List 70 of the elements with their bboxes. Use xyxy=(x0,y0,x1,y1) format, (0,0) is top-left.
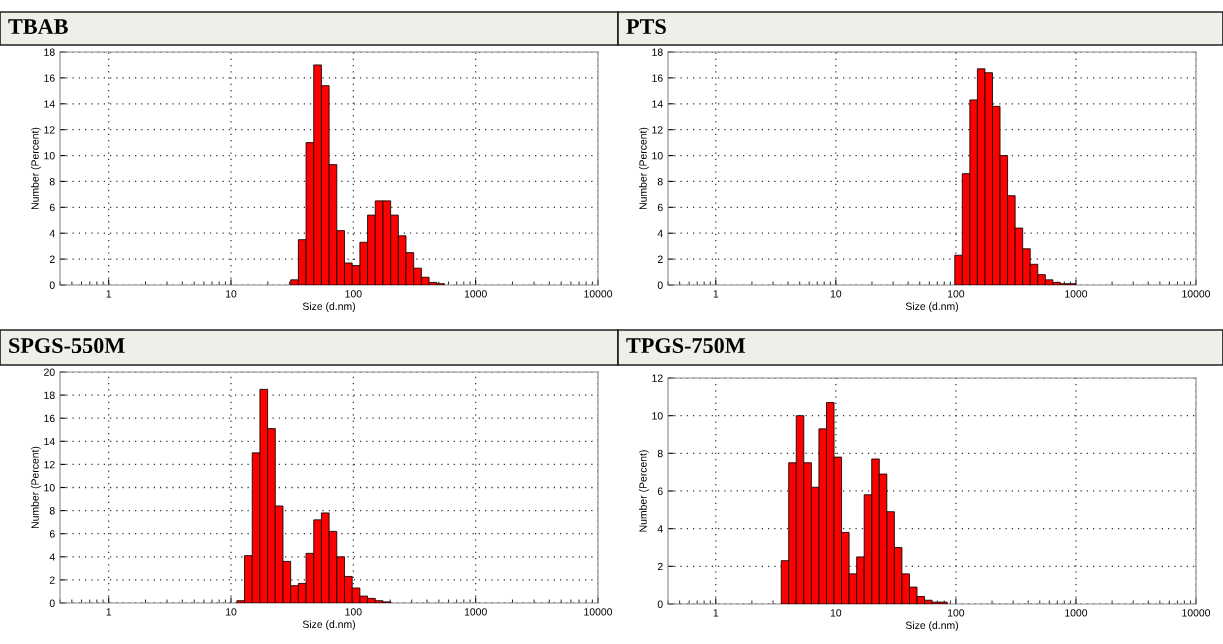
x-tick-label: 1 xyxy=(106,290,112,298)
y-tick-label: 6 xyxy=(657,487,663,495)
x-axis-title: Size (d.nm) xyxy=(905,302,958,313)
y-tick-label: 18 xyxy=(652,48,663,56)
x-tick-label: 10000 xyxy=(584,290,613,298)
y-axis-title: Number (Percent) xyxy=(639,127,649,210)
chart-title: PTS xyxy=(626,19,666,35)
y-tick-label: 0 xyxy=(49,599,55,607)
chart-title: TPGS-750M xyxy=(626,338,746,354)
x-tick-label: 10 xyxy=(830,290,842,298)
x-tick-label: 1000 xyxy=(1065,290,1088,298)
y-tick-label: 8 xyxy=(657,449,663,458)
y-tick-label: 10 xyxy=(652,152,663,160)
y-tick-label: 6 xyxy=(49,530,55,538)
y-axis-title: Number (Percent) xyxy=(31,127,41,210)
x-tick-label: 100 xyxy=(345,608,362,616)
y-tick-label: 4 xyxy=(49,229,55,237)
x-tick-label: 10 xyxy=(226,608,237,616)
y-tick-label: 10 xyxy=(44,152,55,160)
y-tick-label: 0 xyxy=(49,281,55,289)
x-axis-title: Size (d.nm) xyxy=(905,621,958,632)
y-tick-label: 0 xyxy=(657,600,663,608)
y-tick-label: 2 xyxy=(657,562,663,571)
y-tick-label: 14 xyxy=(44,100,55,108)
y-tick-label: 8 xyxy=(49,507,55,515)
y-tick-label: 12 xyxy=(44,460,55,469)
y-tick-label: 18 xyxy=(44,48,55,56)
y-tick-label: 14 xyxy=(652,100,663,108)
x-tick-label: 10000 xyxy=(1182,290,1211,298)
y-tick-label: 16 xyxy=(44,414,55,423)
chart-title: TBAB xyxy=(8,19,68,34)
y-tick-label: 6 xyxy=(657,203,663,212)
y-tick-label: 16 xyxy=(652,74,663,82)
x-axis-title: Size (d.nm) xyxy=(302,620,355,631)
x-tick-label: 10 xyxy=(830,609,842,617)
x-tick-label: 1000 xyxy=(464,290,487,298)
y-tick-label: 10 xyxy=(44,484,55,492)
y-tick-label: 14 xyxy=(44,437,55,446)
x-tick-label: 1 xyxy=(106,608,112,616)
x-tick-label: 100 xyxy=(947,290,965,298)
y-tick-label: 12 xyxy=(652,374,663,382)
y-tick-label: 18 xyxy=(44,391,55,399)
y-tick-label: 8 xyxy=(657,177,663,186)
y-tick-label: 20 xyxy=(44,368,55,376)
y-tick-label: 4 xyxy=(657,525,663,533)
x-tick-label: 10000 xyxy=(584,608,613,616)
x-tick-label: 1 xyxy=(713,609,719,617)
y-tick-label: 12 xyxy=(652,126,663,134)
x-tick-label: 1000 xyxy=(464,608,487,616)
x-tick-label: 1000 xyxy=(1065,609,1088,617)
x-tick-label: 100 xyxy=(345,290,362,298)
y-tick-label: 8 xyxy=(49,177,55,186)
y-tick-label: 16 xyxy=(44,74,55,82)
y-tick-label: 4 xyxy=(49,553,55,561)
x-tick-label: 1 xyxy=(713,290,719,298)
x-axis-title: Size (d.nm) xyxy=(302,302,355,313)
y-tick-label: 10 xyxy=(652,412,663,420)
y-tick-label: 6 xyxy=(49,203,55,212)
y-tick-label: 2 xyxy=(657,255,663,263)
y-axis-title: Number (Percent) xyxy=(639,450,649,532)
y-tick-label: 4 xyxy=(657,229,663,237)
y-tick-label: 2 xyxy=(49,255,55,263)
y-axis-title: Number (Percent) xyxy=(31,446,41,529)
chart-title: SPGS-550M xyxy=(9,338,125,354)
x-tick-label: 100 xyxy=(947,609,965,617)
x-tick-label: 10000 xyxy=(1182,609,1211,617)
y-tick-label: 0 xyxy=(657,281,663,289)
y-tick-label: 2 xyxy=(49,576,55,584)
y-tick-label: 12 xyxy=(44,126,55,134)
x-tick-label: 10 xyxy=(226,290,237,298)
